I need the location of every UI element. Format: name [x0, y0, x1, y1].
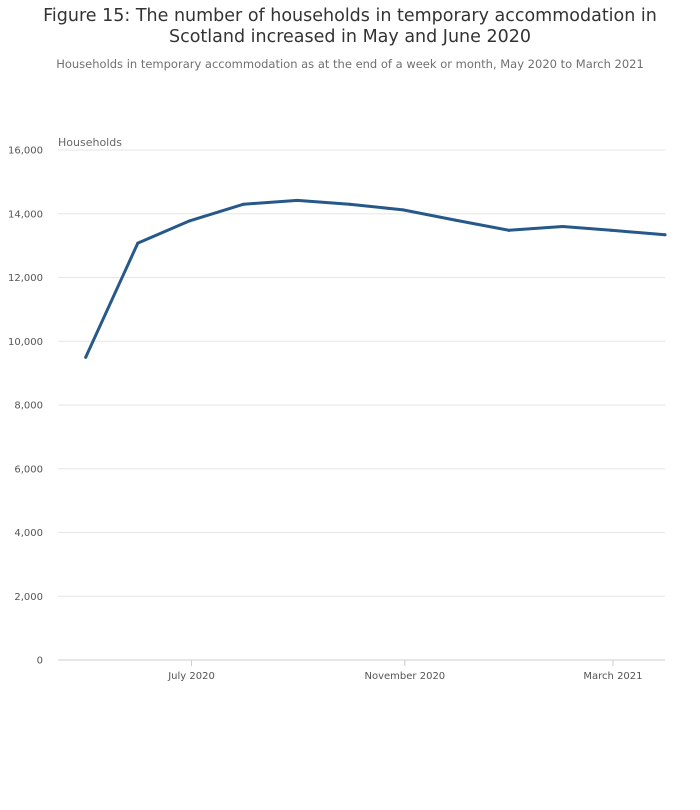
data-point: [401, 208, 405, 212]
series-line: [84, 198, 667, 359]
y-axis-label: Households: [58, 136, 122, 149]
y-tick-label: 0: [37, 656, 43, 667]
y-tick-label: 12,000: [8, 273, 43, 284]
y-tick-label: 6,000: [14, 464, 43, 475]
x-axis: July 2020 November 2020 March 2021: [58, 659, 665, 682]
data-point: [347, 202, 351, 206]
chart-title: Figure 15: The number of households in t…: [43, 6, 657, 47]
y-tick-label: 10,000: [8, 337, 43, 348]
x-tick-label: March 2021: [583, 671, 642, 682]
data-point: [295, 198, 299, 202]
data-point: [453, 218, 457, 222]
data-point: [609, 228, 613, 232]
series-group: [84, 198, 667, 359]
y-tick-label: 14,000: [8, 209, 43, 220]
data-point: [561, 225, 565, 228]
y-tick-label: 2,000: [14, 592, 43, 603]
data-point: [507, 228, 511, 232]
y-tick-label: 16,000: [8, 146, 43, 157]
chart-subtitle: Households in temporary accommodation as…: [56, 57, 644, 71]
x-tick-label: November 2020: [365, 671, 446, 682]
data-point: [136, 241, 140, 245]
x-tick-label: July 2020: [167, 671, 215, 682]
y-tick-label: 4,000: [14, 528, 43, 539]
data-point: [242, 202, 246, 206]
data-point: [84, 355, 88, 359]
data-point: [663, 233, 667, 237]
gridlines: [58, 149, 665, 597]
y-tick-label: 8,000: [14, 401, 43, 412]
data-point: [188, 219, 192, 223]
y-axis-ticks: 0 2,000 4,000 6,000 8,000 10,000 12,000 14,000 1…: [8, 146, 43, 667]
